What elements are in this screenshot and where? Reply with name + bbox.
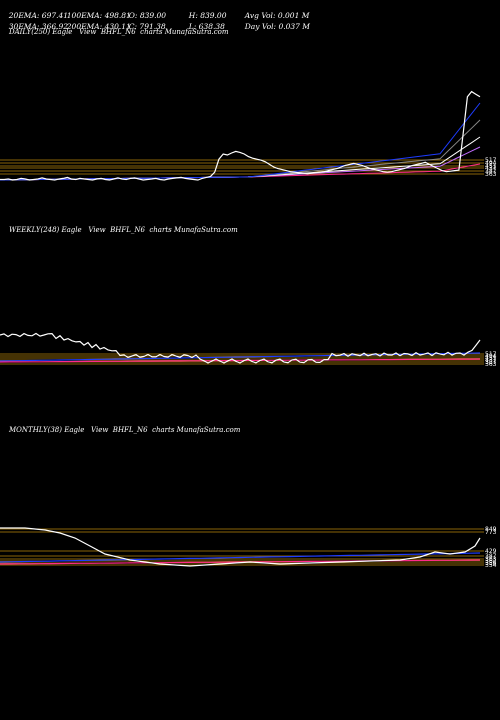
monthly-chart-title: MONTHLY(38) Eagle View BHFL_N6 charts Mu… (9, 426, 241, 434)
daily-chart-title: DAILY(250) Eagle View BHFL_N6 charts Mun… (9, 28, 229, 36)
level-label: 517 (485, 157, 497, 164)
ema200-label: 200EMA: 430.11 (66, 22, 131, 31)
ema-line (0, 352, 481, 362)
level-label: 354 (485, 562, 497, 569)
level-label: 451 (485, 163, 497, 170)
ema30-label: 30EMA: 366.92 (8, 22, 69, 31)
level-label: 363 (485, 171, 497, 178)
level-label: 494 (485, 353, 497, 360)
price-line (0, 527, 481, 567)
open-label: O: 839.00 (128, 11, 167, 20)
indicator-row-2: 30EMA: 366.92200EMA: 430.11C: 791.38 L: 6… (4, 13, 310, 31)
level-label: 849 (485, 526, 497, 533)
high-label: H: 839.00 (188, 11, 227, 20)
ema20-label: 20EMA: 697.41 (8, 11, 69, 20)
day-vol-label: Day Vol: 0.037 M (244, 22, 310, 31)
level-label: 437 (485, 357, 497, 364)
indicator-row-1: 20EMA: 697.41100EMA: 498.81O: 839.00 H: 8… (4, 2, 310, 20)
close-label: C: 791.38 (128, 22, 166, 31)
level-label: 773 (485, 529, 497, 536)
low-label: L: 638.38 (188, 22, 225, 31)
level-label: 429 (485, 548, 497, 555)
ema-line (0, 136, 481, 181)
ema-line (0, 559, 481, 565)
level-label: 363 (485, 556, 497, 563)
level-label: 437 (485, 165, 497, 172)
price-line (0, 332, 481, 364)
level-label: 517 (485, 351, 497, 358)
ema-line (0, 552, 481, 563)
level-label: 362 (485, 558, 497, 565)
avg-vol-label: Avg Vol: 0.001 M (244, 11, 310, 20)
level-label: 387 (485, 553, 497, 560)
level-label: 494 (485, 160, 497, 167)
ema-line (0, 358, 481, 363)
level-label: 387 (485, 359, 497, 366)
level-label: 451 (485, 355, 497, 362)
level-label: 363 (485, 361, 497, 368)
level-label: 358 (485, 560, 497, 567)
weekly-chart-title: WEEKLY(248) Eagle View BHFL_N6 charts Mu… (9, 226, 238, 234)
level-label: 387 (485, 168, 497, 175)
price-line (0, 90, 481, 181)
ema100-label: 100EMA: 498.81 (66, 11, 131, 20)
